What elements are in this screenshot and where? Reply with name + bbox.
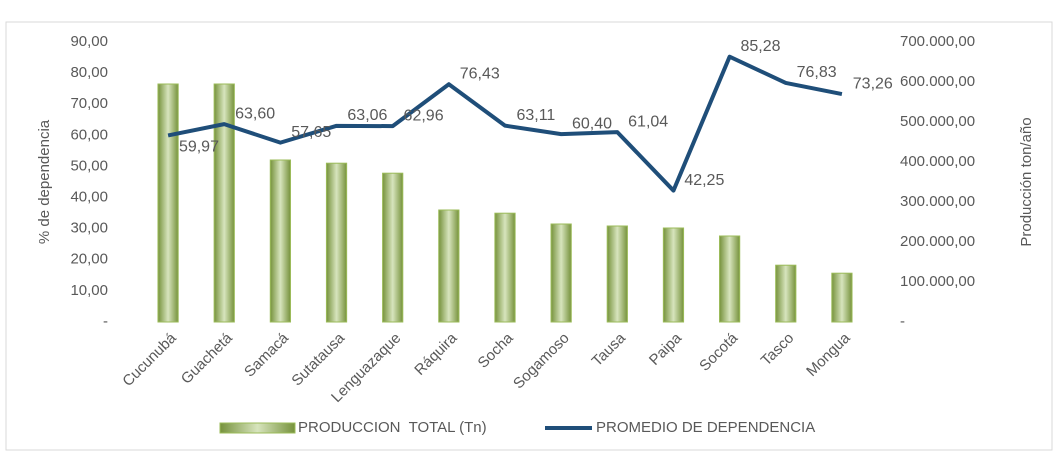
y2-tick-label: 400.000,00: [900, 153, 975, 170]
y-axis-label: % de dependencia: [36, 119, 53, 244]
data-label: 42,25: [684, 172, 724, 189]
y2-tick-label: 700.000,00: [900, 33, 975, 50]
y-tick-label: 70,00: [70, 95, 108, 112]
legend-label: PRODUCCION TOTAL (Tn): [298, 419, 487, 436]
y-tick-label: -: [103, 313, 108, 330]
y-tick-label: 90,00: [70, 33, 108, 50]
data-label: 85,28: [740, 38, 780, 55]
bar: [719, 235, 741, 323]
y2-tick-label: 600.000,00: [900, 73, 975, 90]
y-tick-label: 80,00: [70, 64, 108, 81]
y2-axis-label: Producción ton/año: [1018, 117, 1035, 246]
line: [167, 54, 843, 193]
data-label: 63,60: [235, 105, 275, 122]
bar: [662, 227, 685, 323]
bar: [325, 162, 348, 323]
data-label: 63,11: [516, 107, 555, 124]
bar: [438, 209, 460, 323]
y2-tick-label: 100.000,00: [900, 273, 975, 290]
bar: [494, 212, 516, 323]
y2-tick-label: 500.000,00: [900, 113, 975, 130]
data-label: 59,97: [179, 139, 219, 156]
bar: [606, 225, 628, 323]
legend-label: PROMEDIO DE DEPENDENCIA: [596, 419, 815, 436]
data-label: 62,96: [404, 107, 444, 124]
y-tick-label: 30,00: [70, 220, 108, 237]
data-label: 60,40: [572, 115, 612, 132]
data-label: 73,26: [853, 75, 893, 92]
bar: [269, 159, 291, 323]
bar: [831, 272, 853, 323]
y-tick-label: 40,00: [70, 189, 108, 206]
data-label: 61,04: [628, 113, 668, 130]
y-tick-label: 50,00: [70, 157, 108, 174]
y2-tick-label: 300.000,00: [900, 193, 975, 210]
bar: [382, 172, 404, 323]
y2-tick-label: 200.000,00: [900, 233, 975, 250]
bar: [157, 83, 179, 323]
y2-tick-label: -: [900, 313, 905, 330]
y-tick-label: 10,00: [70, 282, 108, 299]
y-tick-label: 20,00: [70, 251, 108, 268]
data-label: 57,65: [291, 124, 331, 141]
data-label: 63,06: [347, 107, 387, 124]
bar: [775, 264, 797, 323]
y-tick-label: 60,00: [70, 126, 108, 143]
data-label: 76,43: [460, 65, 500, 82]
chart-border: [5, 21, 1053, 451]
data-label: 76,83: [797, 64, 837, 81]
legend-swatch: [219, 422, 296, 434]
bar: [550, 223, 572, 323]
bar: [213, 83, 235, 323]
